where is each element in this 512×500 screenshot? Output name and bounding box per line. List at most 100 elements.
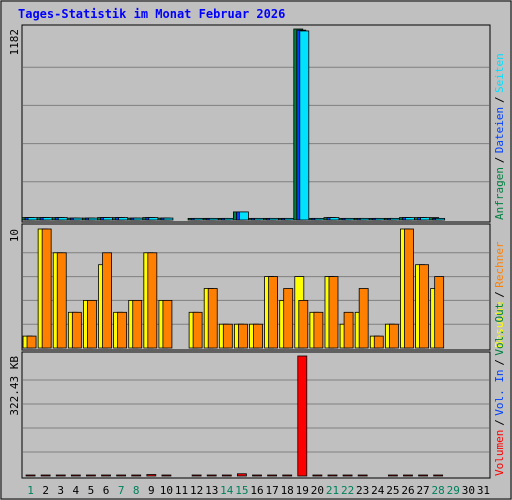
bar-kbytes-day-13 (206, 474, 217, 477)
legend-separator: / (493, 157, 506, 164)
bar-seiten-day-28 (435, 217, 446, 221)
bar-kbytes-day-6 (101, 474, 111, 477)
y-tick-label-bottom: 322.43 KB (8, 356, 21, 416)
x-tick-label-day-1: 1 (27, 484, 34, 497)
x-tick-label-day-10: 10 (160, 484, 173, 497)
bar-rechner-day-14 (222, 323, 233, 349)
legend-separator: / (493, 96, 506, 103)
bar-seiten-day-5 (88, 217, 98, 221)
bar-rechner-day-1 (26, 335, 37, 349)
bar-seiten-day-12 (193, 217, 204, 221)
legend-seiten: Seiten (493, 53, 506, 93)
bar-kbytes-day-22 (342, 474, 353, 477)
bar-seiten-day-13 (208, 217, 219, 221)
bar-seiten-day-22 (344, 217, 355, 221)
bar-rechner-day-6 (102, 252, 112, 349)
x-tick-label-day-8: 8 (133, 484, 140, 497)
bar-kbytes-day-23 (357, 474, 368, 477)
bar-rechner-day-3 (56, 252, 67, 349)
x-tick-label-day-16: 16 (250, 484, 263, 497)
x-tick-label-day-28: 28 (432, 484, 445, 497)
bar-seiten-day-14 (223, 217, 234, 221)
legend-dateien: Dateien (493, 107, 506, 153)
bar-kbytes-day-12 (191, 474, 202, 477)
bar-kbytes-day-19 (297, 355, 308, 477)
bar-rechner-day-23 (358, 288, 369, 349)
bar-seiten-day-4 (72, 217, 83, 221)
bar-kbytes-day-18 (282, 474, 293, 477)
bar-seiten-day-25 (389, 217, 400, 221)
bar-rechner-day-28 (434, 276, 445, 349)
y-tick-label-top: 1182 (8, 29, 21, 56)
legend-rechner: Rechner (493, 241, 506, 288)
x-tick-label-day-7: 7 (118, 484, 125, 497)
bar-rechner-day-15 (238, 323, 248, 349)
legend-anfragen: Anfragen (493, 167, 506, 220)
x-tick-label-day-30: 30 (462, 484, 475, 497)
bar-seiten-day-19 (299, 30, 310, 221)
x-tick-label-day-24: 24 (371, 484, 385, 497)
x-tick-label-day-31: 31 (477, 484, 490, 497)
bar-rechner-day-10 (162, 299, 173, 349)
bar-rechner-day-20 (313, 311, 324, 349)
x-tick-label-day-23: 23 (356, 484, 369, 497)
bar-rechner-day-17 (268, 276, 278, 349)
bar-seiten-day-18 (284, 217, 295, 221)
chart-title: Tages-Statistik im Monat Februar 2026 (18, 7, 285, 21)
x-tick-label-day-21: 21 (326, 484, 339, 497)
x-tick-label-day-18: 18 (281, 484, 294, 497)
bar-kbytes-day-27 (418, 474, 428, 477)
legend-kbytes: Volumen (493, 430, 506, 476)
x-tick-label-day-17: 17 (265, 484, 278, 497)
x-tick-label-day-4: 4 (73, 484, 80, 497)
bar-rechner-day-2 (41, 228, 52, 349)
bar-kbytes-day-15 (237, 473, 247, 477)
legend-separator: / (493, 419, 506, 426)
bar-rechner-day-12 (192, 311, 203, 349)
bar-kbytes-day-26 (403, 474, 413, 477)
bar-rechner-day-16 (253, 323, 263, 349)
bar-kbytes-day-9 (146, 474, 157, 477)
x-tick-label-day-20: 20 (311, 484, 324, 497)
bar-kbytes-day-25 (387, 474, 398, 477)
bar-kbytes-day-10 (161, 474, 172, 477)
x-tick-label-day-25: 25 (386, 484, 399, 497)
bar-seiten-day-16 (254, 217, 264, 221)
panel-frame-mid (21, 223, 491, 351)
legend-separator: / (493, 359, 506, 366)
legend-separator: / (493, 291, 506, 298)
panel-frame-bottom (21, 351, 491, 479)
bar-seiten-day-15 (239, 211, 249, 221)
x-tick-label-day-3: 3 (57, 484, 64, 497)
legend-dateien: Vol. In (493, 369, 506, 415)
bar-kbytes-day-21 (327, 474, 338, 477)
bar-kbytes-day-3 (55, 474, 66, 477)
x-tick-label-day-19: 19 (296, 484, 309, 497)
bar-rechner-day-7 (117, 311, 128, 349)
bar-seiten-day-7 (118, 217, 129, 221)
bar-kbytes-day-2 (40, 474, 51, 477)
legend-besuche: Besuche (493, 302, 506, 348)
x-tick-label-day-27: 27 (416, 484, 429, 497)
x-tick-label-day-5: 5 (88, 484, 95, 497)
x-tick-label-day-12: 12 (190, 484, 203, 497)
bar-seiten-day-10 (163, 217, 174, 221)
bar-rechner-day-4 (71, 311, 82, 349)
legend-anfragen: Vol. Out (493, 303, 506, 356)
x-tick-label-day-15: 15 (235, 484, 248, 497)
bar-seiten-day-21 (329, 217, 340, 221)
bar-seiten-day-9 (148, 217, 159, 221)
bar-seiten-day-20 (314, 217, 325, 221)
bar-kbytes-day-4 (70, 474, 81, 477)
bar-seiten-day-1 (27, 217, 38, 221)
bar-seiten-day-17 (269, 217, 279, 221)
bar-rechner-day-21 (328, 276, 339, 349)
bar-rechner-day-9 (147, 252, 158, 349)
bar-kbytes-day-1 (25, 474, 36, 477)
bar-seiten-day-24 (374, 217, 385, 221)
bar-kbytes-day-17 (267, 474, 277, 477)
bar-seiten-day-23 (359, 217, 370, 221)
bar-rechner-day-22 (343, 311, 354, 349)
